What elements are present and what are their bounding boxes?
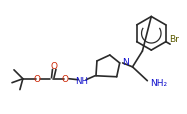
Text: O: O	[51, 62, 58, 71]
Text: O: O	[62, 75, 69, 83]
Text: NH: NH	[75, 76, 88, 86]
Text: Br: Br	[169, 35, 179, 44]
Text: NH₂: NH₂	[150, 79, 167, 87]
Text: N: N	[122, 58, 128, 67]
Text: O: O	[33, 75, 40, 83]
